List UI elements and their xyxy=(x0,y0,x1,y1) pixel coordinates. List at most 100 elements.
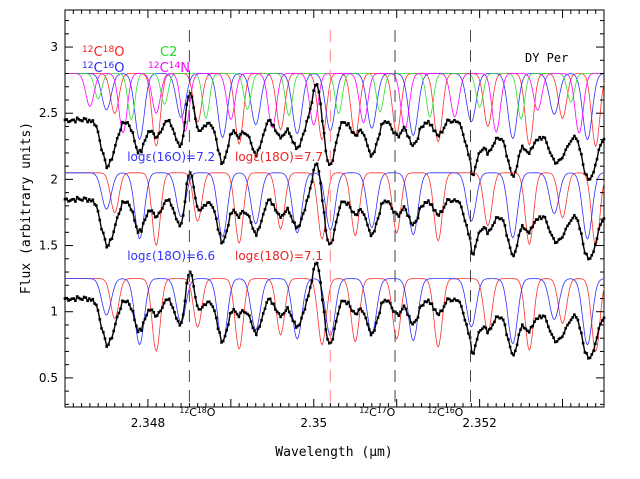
observed-point xyxy=(321,119,324,123)
observed-point xyxy=(368,328,371,331)
observed-point xyxy=(428,123,432,127)
observed-point xyxy=(129,129,133,132)
observed-point xyxy=(321,298,324,302)
observed-point xyxy=(93,123,96,127)
observed-point xyxy=(474,344,477,347)
observed-point xyxy=(296,225,300,228)
observed-point xyxy=(534,138,538,142)
observed-point xyxy=(317,269,321,272)
observed-point xyxy=(461,311,465,315)
observed-point xyxy=(432,208,435,212)
observed-point xyxy=(105,345,108,348)
observed-point xyxy=(557,337,561,341)
observed-point xyxy=(576,318,580,322)
observed-point xyxy=(521,144,524,148)
observed-point xyxy=(298,144,301,148)
observed-point xyxy=(554,162,557,165)
observed-point xyxy=(75,195,79,199)
observed-point xyxy=(150,209,154,212)
observed-point xyxy=(282,133,286,136)
observed-point xyxy=(319,102,322,106)
observed-point xyxy=(326,159,329,162)
observed-point xyxy=(168,118,171,122)
observed-point xyxy=(199,129,202,132)
observed-point xyxy=(79,297,82,301)
observed-point xyxy=(178,145,182,148)
observed-point xyxy=(343,200,347,204)
observed-point xyxy=(501,219,505,222)
observed-point xyxy=(148,309,152,312)
observed-point xyxy=(171,207,175,210)
observed-point xyxy=(326,337,329,341)
observed-point xyxy=(328,163,331,166)
observed-point xyxy=(467,153,470,156)
observed-point xyxy=(161,207,164,210)
observed-point xyxy=(486,232,489,236)
observed-point xyxy=(578,148,581,151)
observed-point xyxy=(364,316,368,320)
observed-point xyxy=(354,213,357,216)
observed-point xyxy=(235,134,239,137)
observed-point xyxy=(515,343,519,347)
observed-point xyxy=(201,127,204,130)
observed-point xyxy=(79,198,82,201)
observed-point xyxy=(192,185,195,189)
observed-point xyxy=(601,219,604,223)
observed-point xyxy=(467,232,470,236)
observed-point xyxy=(255,154,258,158)
observed-point xyxy=(68,119,72,123)
observed-point xyxy=(561,335,564,339)
observed-point xyxy=(529,325,533,329)
observed-point xyxy=(65,197,68,201)
observed-point xyxy=(409,321,413,324)
observed-point xyxy=(594,163,597,167)
observed-point xyxy=(369,333,373,337)
observed-point xyxy=(456,120,460,124)
observed-point xyxy=(390,207,394,210)
observed-point xyxy=(96,309,100,312)
observed-point xyxy=(446,297,449,300)
observed-point xyxy=(425,122,428,125)
observed-point xyxy=(566,145,569,148)
observed-point xyxy=(322,211,326,214)
observed-point xyxy=(336,213,340,216)
observed-point xyxy=(249,320,253,323)
observed-point xyxy=(512,353,515,357)
observed-point xyxy=(527,331,531,334)
observed-point xyxy=(385,200,388,204)
observed-point xyxy=(578,326,581,330)
observed-point xyxy=(399,211,402,214)
observed-point xyxy=(557,238,561,241)
observed-point xyxy=(374,143,378,146)
observed-point xyxy=(67,200,70,203)
observed-point xyxy=(481,228,484,231)
observed-point xyxy=(277,133,281,137)
observed-point xyxy=(574,216,578,220)
observed-point xyxy=(124,122,128,125)
observed-point xyxy=(209,124,213,127)
observed-point xyxy=(260,140,263,143)
observed-point xyxy=(317,170,321,173)
observed-point xyxy=(383,298,387,302)
observed-point xyxy=(550,154,554,158)
observed-point xyxy=(340,299,343,303)
observed-point xyxy=(336,133,340,137)
observed-point xyxy=(362,312,366,316)
observed-point xyxy=(404,307,408,311)
observed-point xyxy=(461,133,465,136)
synthetic-12c18o-1 xyxy=(65,172,605,247)
observed-point xyxy=(376,316,380,319)
observed-point xyxy=(453,198,456,201)
observed-point xyxy=(439,210,442,213)
observed-point xyxy=(359,128,362,132)
observed-point xyxy=(84,197,88,200)
observed-point xyxy=(133,219,136,222)
observed-point xyxy=(281,313,284,316)
observed-point xyxy=(406,134,409,138)
observed-point xyxy=(261,213,265,216)
observed-point xyxy=(569,318,573,322)
synthetic-12c14n xyxy=(65,73,604,134)
observed-point xyxy=(368,149,371,153)
observed-point xyxy=(192,285,195,288)
observed-point xyxy=(421,125,425,128)
